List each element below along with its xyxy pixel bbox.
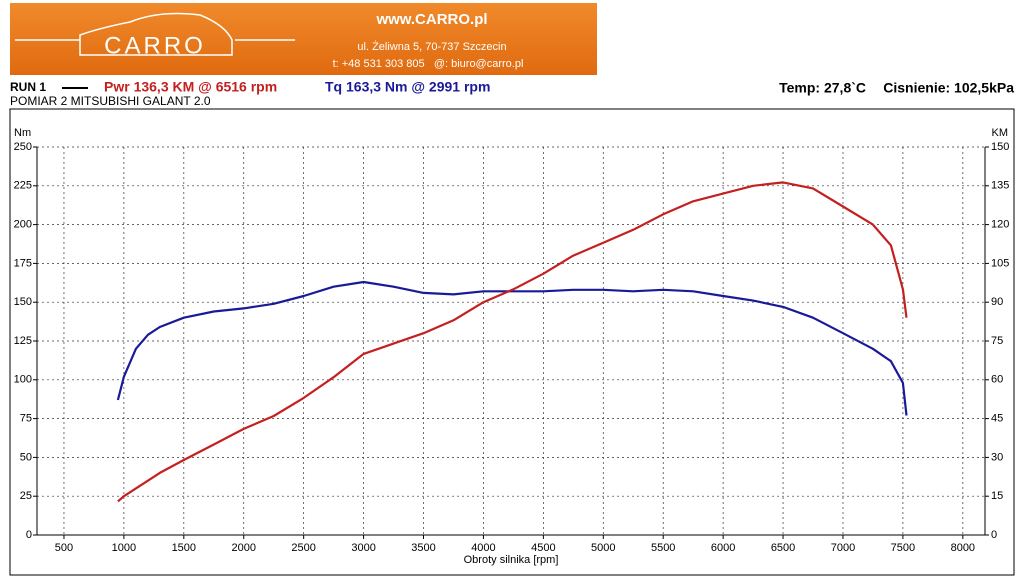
y2-tick-label: 120 xyxy=(991,219,1009,231)
legend-entry: Pwr 136,3 KM @ 6516 rpm xyxy=(104,79,277,95)
y-tick-label: 50 xyxy=(20,451,32,463)
x-tick-label: 8000 xyxy=(951,542,975,554)
header-banner xyxy=(10,3,597,75)
y2-tick-label: 0 xyxy=(991,529,997,541)
y-tick-label: 150 xyxy=(14,296,32,308)
x-tick-label: 3000 xyxy=(351,542,375,554)
run-label: RUN 1 xyxy=(10,80,46,94)
x-tick-label: 4000 xyxy=(471,542,495,554)
y2-tick-label: 75 xyxy=(991,335,1003,347)
x-tick-label: 6000 xyxy=(711,542,735,554)
y2-tick-label: 30 xyxy=(991,451,1003,463)
website: www.CARRO.pl xyxy=(375,11,487,28)
y-axis-label: Nm xyxy=(14,127,31,139)
y-tick-label: 75 xyxy=(20,413,32,425)
contact: t: +48 531 303 805 @: biuro@carro.pl xyxy=(333,58,524,70)
temperature: Temp: 27,8`C xyxy=(779,80,866,96)
x-tick-label: 5500 xyxy=(651,542,675,554)
legend-entry: Tq 163,3 Nm @ 2991 rpm xyxy=(325,79,490,95)
pressure: Cisnienie: 102,5kPa xyxy=(883,80,1014,96)
y-tick-label: 25 xyxy=(20,490,32,502)
x-tick-label: 2500 xyxy=(291,542,315,554)
y2-tick-label: 15 xyxy=(991,490,1003,502)
series-line xyxy=(117,181,908,503)
y-tick-label: 250 xyxy=(14,141,32,153)
series-line xyxy=(116,280,908,416)
logo-outline xyxy=(15,12,295,56)
y2-tick-label: 60 xyxy=(991,374,1003,386)
y-tick-label: 200 xyxy=(14,219,32,231)
x-tick-label: 1500 xyxy=(172,542,196,554)
y2-tick-label: 105 xyxy=(991,257,1009,269)
x-tick-label: 4500 xyxy=(531,542,555,554)
y-tick-label: 100 xyxy=(14,374,32,386)
subtitle: POMIAR 2 MITSUBISHI GALANT 2.0 xyxy=(10,94,211,108)
y2-tick-label: 150 xyxy=(991,141,1009,153)
x-tick-label: 1000 xyxy=(112,542,136,554)
y-tick-label: 225 xyxy=(14,180,32,192)
x-tick-label: 2000 xyxy=(231,542,255,554)
x-tick-label: 7000 xyxy=(831,542,855,554)
x-tick-label: 5000 xyxy=(591,542,615,554)
y-tick-label: 175 xyxy=(14,257,32,269)
address: ul. Żeliwna 5, 70-737 Szczecin xyxy=(357,40,506,53)
x-tick-label: 3500 xyxy=(411,542,435,554)
y2-tick-label: 45 xyxy=(991,413,1003,425)
y2-tick-label: 135 xyxy=(991,180,1009,192)
logo-text: CARRO xyxy=(104,32,206,59)
y2-tick-label: 90 xyxy=(991,296,1003,308)
y-tick-label: 0 xyxy=(26,529,32,541)
chart-frame xyxy=(9,108,1015,576)
x-tick-label: 7500 xyxy=(891,542,915,554)
x-axis-label: Obroty silnika [rpm] xyxy=(464,554,559,566)
y-tick-label: 125 xyxy=(14,335,32,347)
y2-axis-label: KM xyxy=(992,127,1009,139)
x-tick-label: 500 xyxy=(55,542,73,554)
x-tick-label: 6500 xyxy=(771,542,795,554)
